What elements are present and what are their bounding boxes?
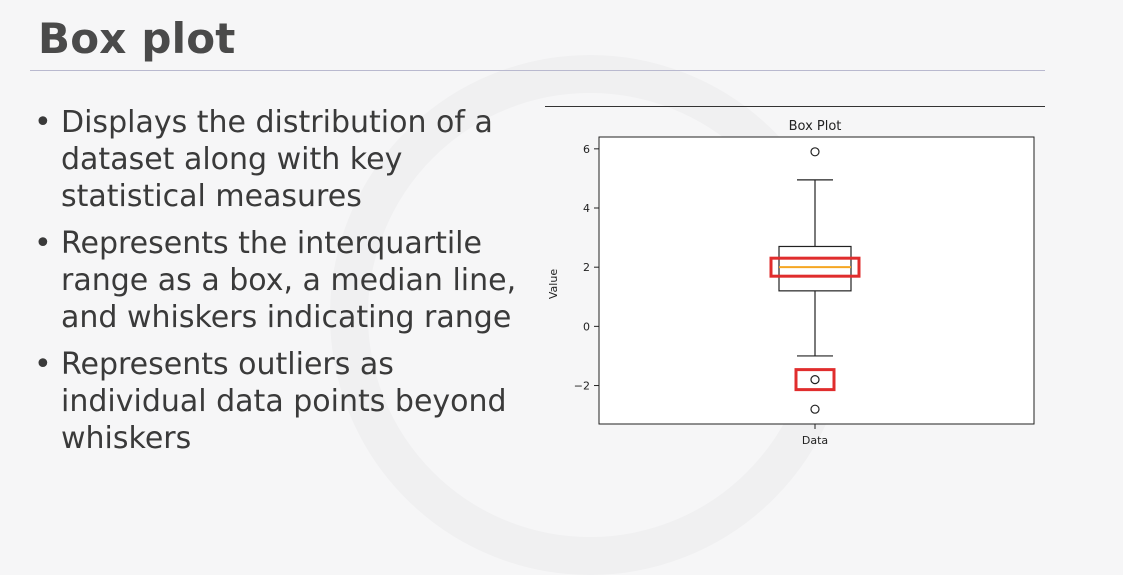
chart-title: Box Plot — [789, 119, 842, 134]
y-tick-label: 4 — [583, 202, 590, 215]
y-tick-label: 6 — [583, 143, 590, 156]
slide-title: Box plot — [38, 14, 236, 63]
outlier-point — [810, 404, 820, 414]
y-tick-label: 2 — [583, 261, 590, 274]
title-underline — [30, 70, 1045, 71]
bullet-line: range as a box, a median line, — [61, 263, 517, 298]
bullet-item: Displays the distribution of a dataset a… — [34, 104, 534, 215]
bullet-line: Represents the interquartile — [61, 226, 482, 261]
y-tick-label: 0 — [583, 320, 590, 333]
bullet-line: dataset along with key — [61, 142, 403, 177]
figure-top-rule — [545, 106, 1045, 107]
median-highlight-box — [769, 256, 861, 278]
outlier-point — [810, 147, 820, 157]
bullet-line: Displays the distribution of a — [61, 105, 493, 140]
bullet-item: Represents outliers as individual data p… — [34, 346, 534, 457]
y-tick-label: −2 — [574, 380, 590, 393]
bullet-line: statistical measures — [61, 179, 362, 214]
bullet-item: Represents the interquartile range as a … — [34, 225, 534, 336]
bullet-line: and whiskers indicating range — [61, 300, 512, 335]
outlier-highlight-box — [794, 368, 836, 392]
iqr-box — [778, 245, 852, 292]
bullet-list: Displays the distribution of a dataset a… — [34, 104, 534, 467]
bullet-line: individual data points beyond — [61, 384, 507, 419]
x-axis-label: Data — [802, 434, 828, 447]
y-axis-label: Value — [547, 269, 560, 299]
bullet-line: Represents outliers as — [61, 347, 394, 382]
bullet-line: whiskers — [61, 421, 192, 456]
outlier-point — [810, 375, 820, 385]
box-plot-chart: Box Plot Value Data 6 4 2 0 −2 — [547, 119, 1035, 447]
